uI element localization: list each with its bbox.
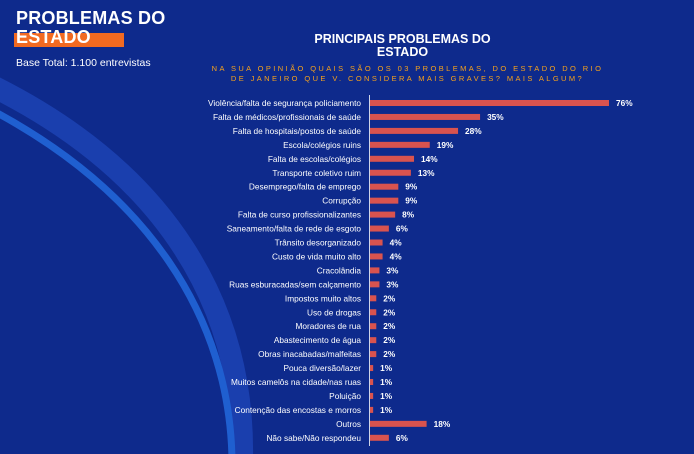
chart-title: PRINCIPAIS PROBLEMAS DO ESTADO (300, 33, 505, 59)
bar (370, 211, 396, 218)
bar (370, 281, 380, 288)
category-label: Pouca diversão/lazer (284, 363, 362, 373)
background-arc (0, 110, 236, 454)
value-label: 28% (465, 126, 482, 136)
chart-subtitle: NA SUA OPINIÃO QUAIS SÃO OS 03 PROBLEMAS… (211, 64, 604, 83)
bar (370, 420, 427, 427)
value-label: 9% (405, 196, 418, 206)
value-label: 35% (487, 112, 504, 122)
category-label: Transporte coletivo ruim (272, 168, 361, 178)
bar (370, 351, 377, 358)
category-label: Não sabe/Não respondeu (266, 433, 361, 443)
category-label: Desemprego/falta de emprego (249, 182, 361, 192)
bar (370, 183, 399, 190)
bar (370, 253, 383, 260)
category-label: Contenção das encostas e morros (235, 405, 361, 415)
value-label: 2% (383, 307, 396, 317)
header-accent-bar (14, 33, 124, 47)
bar (370, 141, 430, 148)
category-label: Outros (336, 419, 361, 429)
bar (370, 113, 481, 120)
category-label: Impostos muito altos (285, 293, 361, 303)
category-label: Corrupção (322, 196, 361, 206)
category-label: Uso de drogas (307, 307, 361, 317)
value-label: 1% (380, 391, 393, 401)
bar (370, 100, 609, 106)
background-arc-outer (0, 77, 253, 454)
category-label: Falta de curso profissionalizantes (238, 210, 361, 220)
category-label: Falta de escolas/colégios (268, 154, 361, 164)
bar (370, 379, 374, 385)
bar (370, 127, 459, 134)
chart-title-line1: PRINCIPAIS PROBLEMAS DO (314, 32, 491, 46)
bar (370, 155, 415, 162)
page-title-line1: PROBLEMAS DO (16, 8, 166, 28)
value-label: 1% (380, 363, 393, 373)
value-label: 8% (402, 210, 415, 220)
page-title: PROBLEMAS DO ESTADO (16, 9, 165, 47)
category-label: Saneamento/falta de rede de esgoto (227, 224, 362, 234)
value-label: 4% (390, 238, 403, 248)
value-label: 6% (396, 433, 409, 443)
value-label: 2% (383, 349, 396, 359)
category-label: Abastecimento de água (274, 335, 362, 345)
category-label: Custo de vida muito alto (272, 251, 361, 261)
value-label: 76% (616, 98, 633, 108)
chart-title-line2: ESTADO (376, 45, 429, 59)
bar (370, 169, 411, 176)
value-label: 13% (418, 168, 435, 178)
category-label: Cracolândia (317, 265, 362, 275)
bar (370, 434, 389, 441)
value-label: 14% (421, 154, 438, 164)
value-label: 2% (383, 321, 396, 331)
category-label: Ruas esburacadas/sem calçamento (229, 279, 361, 289)
category-label: Muitos camelôs na cidade/nas ruas (231, 377, 361, 387)
category-label: Poluição (329, 391, 361, 401)
category-label: Escola/colégios ruins (283, 140, 361, 150)
bar (370, 365, 374, 372)
value-label: 9% (405, 182, 418, 192)
value-label: 4% (390, 251, 403, 261)
bar (370, 392, 374, 399)
page-title-line2: ESTADO (16, 27, 91, 47)
bar (370, 197, 399, 204)
value-label: 19% (437, 140, 454, 150)
category-label: Violência/falta de segurança policiament… (208, 98, 361, 108)
bar (370, 323, 377, 330)
bar (370, 406, 374, 413)
value-label: 18% (434, 419, 451, 429)
value-label: 1% (380, 377, 393, 387)
value-label: 1% (380, 405, 393, 415)
bar (370, 267, 380, 274)
bar (370, 225, 389, 232)
bar (370, 309, 377, 316)
value-label: 3% (386, 279, 399, 289)
value-label: 3% (386, 265, 399, 275)
base-total-label: Base Total: 1.100 entrevistas (16, 57, 151, 69)
category-label: Falta de médicos/profissionais de saúde (213, 112, 361, 122)
value-label: 2% (383, 293, 396, 303)
value-label: 6% (396, 224, 409, 234)
value-label: 2% (383, 335, 396, 345)
category-label: Obras inacabadas/malfeitas (258, 349, 361, 359)
category-label: Falta de hospitais/postos de saúde (233, 126, 362, 136)
bar (370, 295, 377, 302)
bar (370, 337, 377, 344)
bar (370, 239, 383, 246)
category-label: Moradores de rua (296, 321, 362, 331)
category-label: Trânsito desorganizado (275, 238, 362, 248)
